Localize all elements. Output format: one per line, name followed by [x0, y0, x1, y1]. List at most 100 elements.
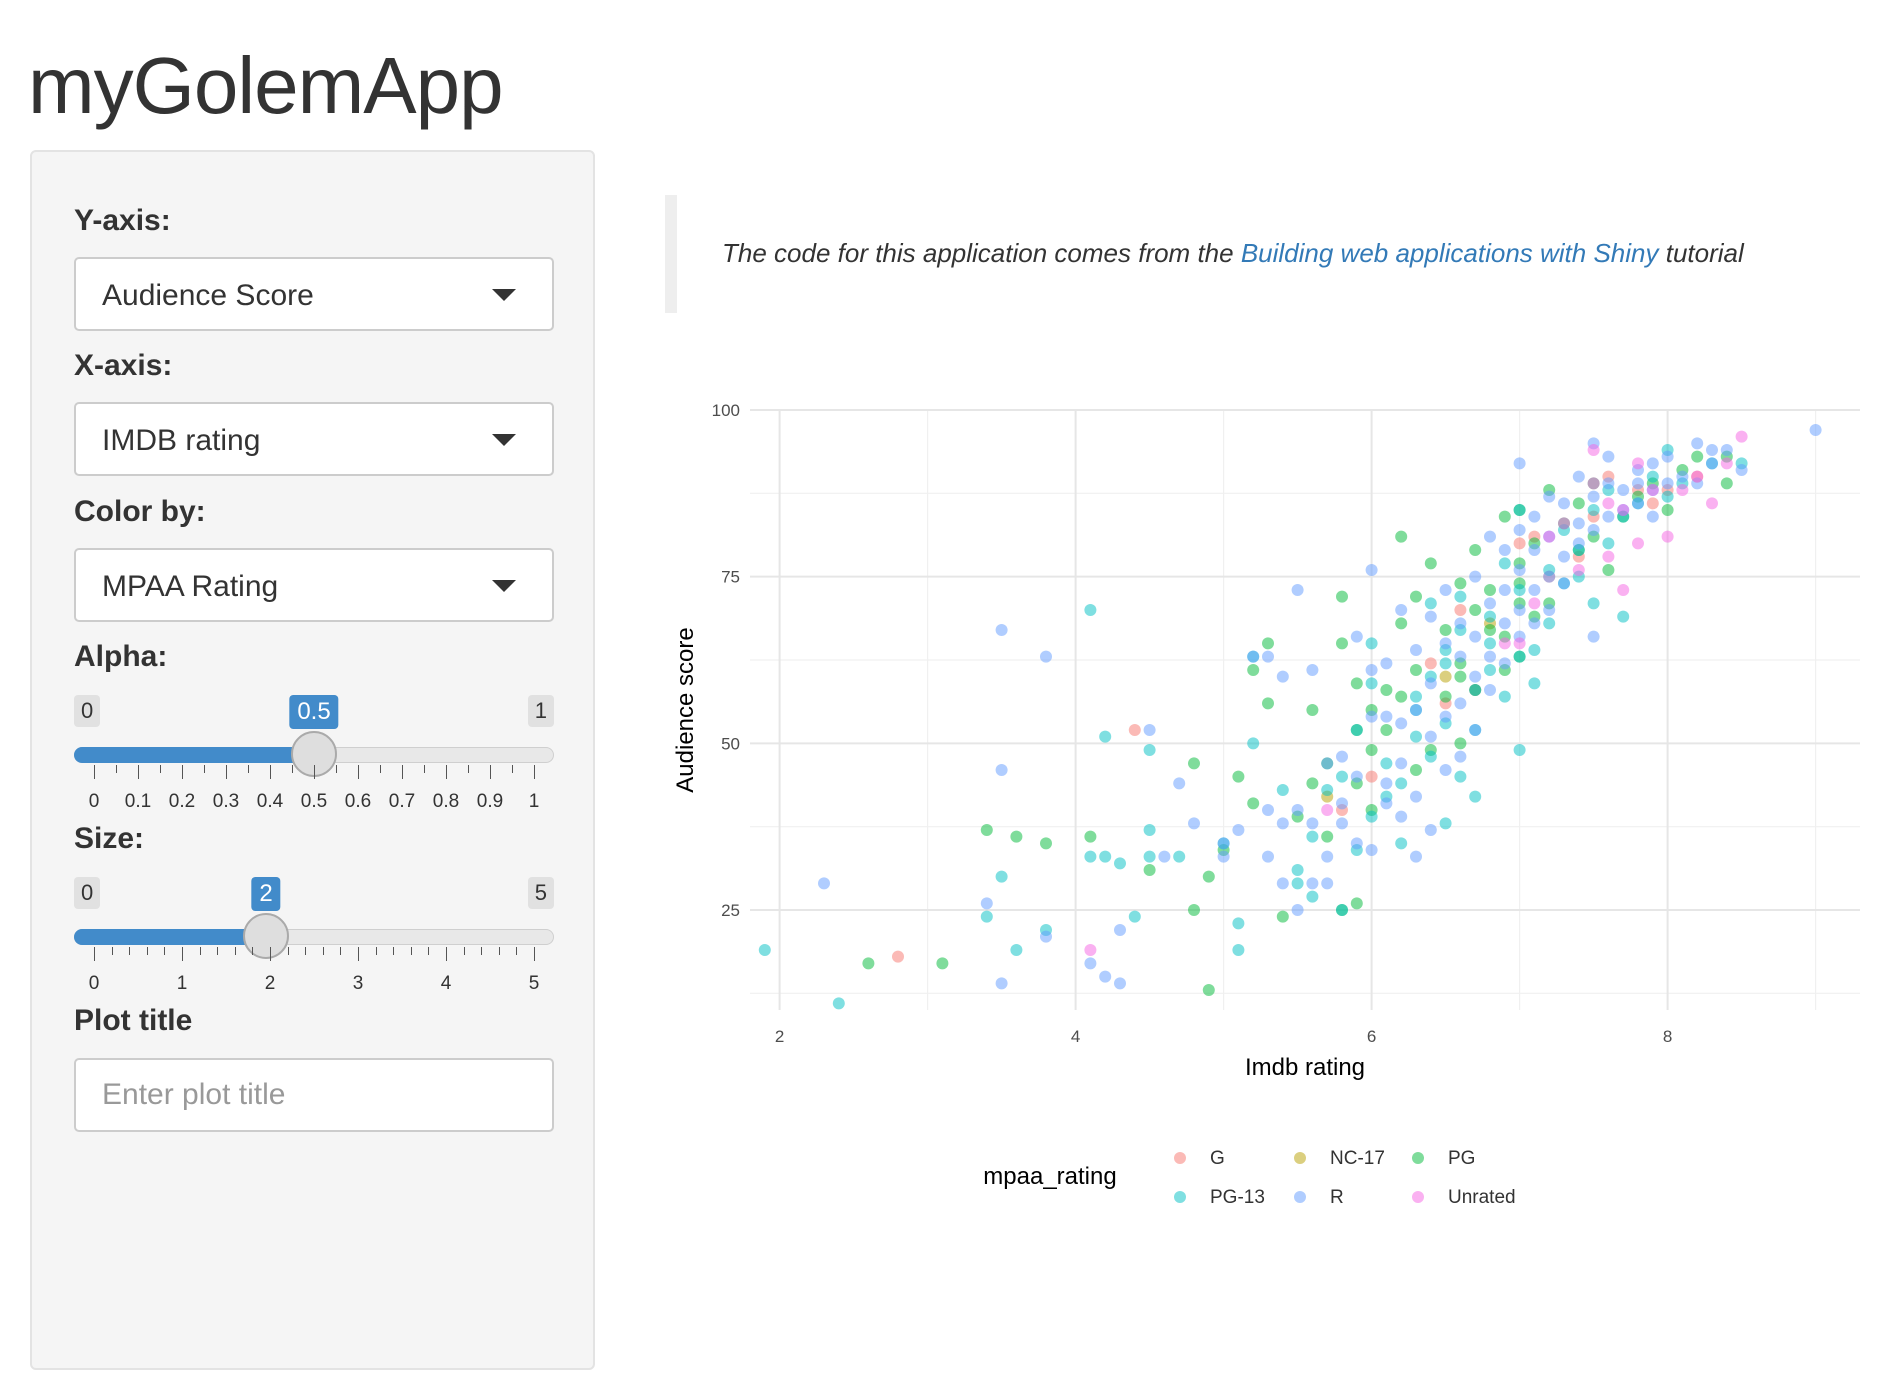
- data-point: [1010, 830, 1023, 843]
- y-tick-label: 75: [721, 568, 740, 587]
- x-axis-title: Imdb rating: [1245, 1054, 1365, 1081]
- data-point: [1395, 837, 1408, 850]
- data-point: [1469, 670, 1482, 683]
- data-point: [1410, 850, 1422, 863]
- data-point: [1513, 604, 1526, 616]
- legend-label: PG-13: [1210, 1187, 1265, 1208]
- data-point: [1498, 657, 1511, 670]
- data-point: [1646, 484, 1659, 496]
- data-point: [1040, 930, 1052, 943]
- color-by-select[interactable]: MPAA Rating: [74, 548, 554, 622]
- size-slider[interactable]: 0 5 2 0 1 2 3 4 5: [74, 877, 554, 1007]
- data-point: [1276, 817, 1289, 830]
- data-point: [1084, 604, 1097, 616]
- slider-minor-tick: [375, 947, 377, 955]
- y-axis-label: Y-axis:: [74, 204, 171, 237]
- data-point: [1099, 970, 1112, 983]
- data-point: [1720, 457, 1733, 470]
- slider-tick-label: 1: [528, 791, 540, 812]
- data-point: [1188, 757, 1200, 770]
- alpha-label: Alpha:: [74, 640, 168, 673]
- data-point: [1424, 557, 1437, 570]
- data-point: [1247, 737, 1260, 750]
- data-point: [1380, 657, 1393, 670]
- data-point: [1454, 697, 1467, 710]
- y-axis-title: Audience score: [672, 627, 699, 792]
- data-point: [1632, 477, 1644, 490]
- slider-minor-tick: [217, 947, 219, 955]
- y-axis-selected-value: Audience Score: [102, 279, 314, 312]
- slider-tick-label: 0.7: [388, 791, 416, 812]
- data-point: [1099, 850, 1112, 863]
- data-point: [1410, 664, 1422, 676]
- data-point: [1410, 730, 1422, 743]
- data-point: [758, 944, 771, 956]
- data-point: [892, 950, 904, 963]
- data-point: [1365, 810, 1378, 823]
- data-point: [1543, 490, 1556, 503]
- data-point: [1424, 750, 1437, 763]
- data-point: [1513, 564, 1526, 576]
- data-point: [1365, 637, 1378, 650]
- data-point: [1735, 430, 1748, 443]
- data-point: [1735, 464, 1748, 476]
- slider-minor-tick: [116, 765, 117, 773]
- legend-key-point: [1294, 1152, 1306, 1164]
- slider-major-tick: [94, 947, 95, 961]
- x-axis-select[interactable]: IMDB rating: [74, 402, 554, 476]
- data-point: [1543, 617, 1556, 630]
- data-point: [1602, 477, 1615, 490]
- data-point: [1587, 630, 1600, 643]
- data-point: [1706, 457, 1718, 470]
- data-point: [1365, 770, 1378, 783]
- data-point: [1321, 850, 1334, 863]
- data-point: [1410, 690, 1422, 703]
- data-point: [1469, 724, 1482, 736]
- slider-minor-tick: [287, 947, 289, 955]
- data-point: [1528, 510, 1541, 523]
- shiny-tutorial-link[interactable]: Building web applications with Shiny: [1240, 238, 1659, 268]
- data-point: [1587, 524, 1600, 536]
- data-point: [862, 957, 875, 970]
- data-point: [1395, 604, 1408, 616]
- data-point: [1380, 710, 1393, 723]
- data-point: [1602, 510, 1615, 523]
- data-point: [1217, 850, 1230, 863]
- data-point: [1439, 584, 1452, 596]
- legend-key-point: [1412, 1152, 1424, 1164]
- data-point: [1395, 530, 1408, 543]
- slider-minor-tick: [428, 947, 430, 955]
- size-slider-handle[interactable]: [243, 913, 289, 959]
- caret-down-icon: [492, 289, 516, 301]
- data-point: [1572, 497, 1585, 510]
- data-point: [1484, 530, 1496, 543]
- data-point: [1173, 850, 1186, 863]
- data-point: [1291, 864, 1304, 876]
- data-point: [1528, 644, 1541, 656]
- slider-tick-label: 0.1: [124, 791, 152, 812]
- data-point: [1321, 757, 1334, 770]
- data-point: [1424, 597, 1437, 610]
- data-point: [1262, 650, 1274, 663]
- data-point: [1188, 904, 1200, 916]
- alpha-slider[interactable]: 0 1 0.5 0 0.1 0.2 0.3 0.4 0.5 0.6 0.7 0.8 0.9 1: [74, 695, 554, 825]
- slider-tick-label: 2: [264, 973, 276, 994]
- data-point: [1084, 850, 1097, 863]
- data-point: [1143, 724, 1156, 736]
- attribution-text-before: The code for this application comes from…: [722, 238, 1241, 268]
- y-axis-select[interactable]: Audience Score: [74, 257, 554, 331]
- data-point: [1439, 764, 1452, 776]
- plot-title-input[interactable]: [74, 1058, 554, 1132]
- alpha-slider-handle[interactable]: [291, 731, 337, 777]
- slider-tick-label: 0.4: [256, 791, 284, 812]
- data-point: [1454, 670, 1467, 683]
- data-point: [1661, 450, 1674, 463]
- data-point: [980, 897, 993, 910]
- data-point: [1469, 544, 1482, 556]
- caret-down-icon: [492, 434, 516, 446]
- data-point: [1173, 777, 1186, 790]
- data-point: [1661, 490, 1674, 503]
- slider-minor-tick: [512, 765, 513, 773]
- slider-minor-tick: [234, 947, 236, 955]
- data-point: [1395, 690, 1408, 703]
